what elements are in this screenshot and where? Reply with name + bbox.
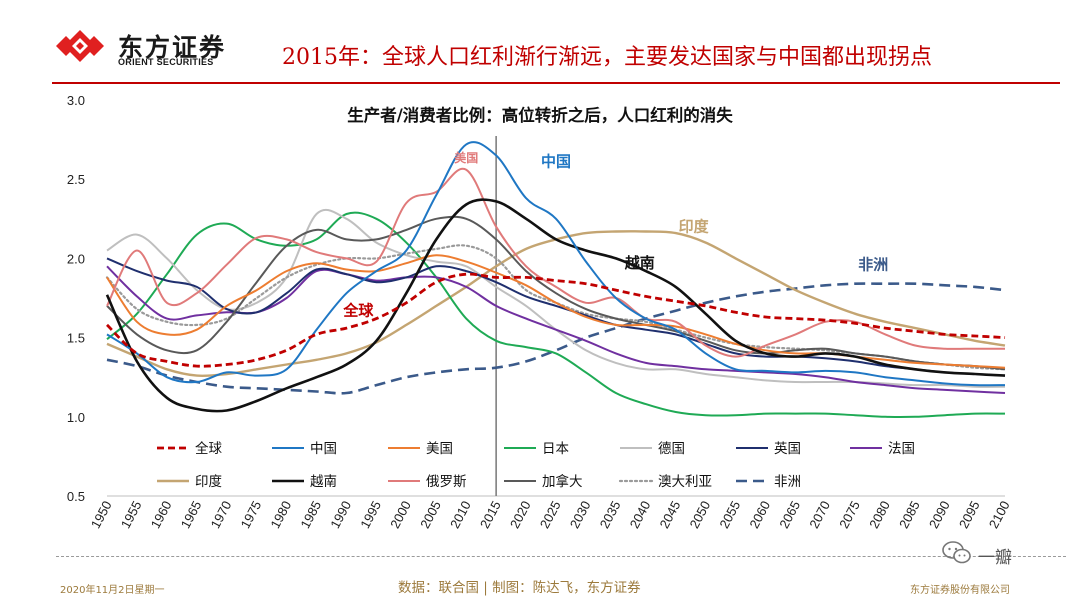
x-tick-label: 2010 <box>447 498 474 531</box>
y-tick-label: 2.5 <box>67 172 85 187</box>
series-line-加拿大 <box>106 215 1006 371</box>
legend-label-全球: 全球 <box>195 440 222 457</box>
x-tick-label: 2075 <box>836 498 863 531</box>
x-tick-label: 1990 <box>327 498 354 531</box>
footer-date: 2020年11月2日星期一 <box>60 585 165 596</box>
y-tick-label: 3.0 <box>67 93 85 108</box>
y-tick-label: 1.0 <box>67 410 85 425</box>
annotation-label: 美国 <box>454 150 478 165</box>
legend-label-加拿大: 加拿大 <box>542 473 583 490</box>
series-line-中国 <box>106 141 1006 387</box>
series-lines <box>105 141 1007 419</box>
series-line-全球 <box>106 272 1006 368</box>
annotation-label: 非洲 <box>858 255 888 273</box>
legend-label-美国: 美国 <box>426 441 453 457</box>
x-tick-label: 2005 <box>417 498 444 531</box>
watermark-text: 一瓣 <box>978 548 1012 568</box>
legend-label-法国: 法国 <box>888 441 915 457</box>
series-line-俄罗斯 <box>106 167 1005 358</box>
legend-label-俄罗斯: 俄罗斯 <box>426 474 467 490</box>
x-tick-label: 1965 <box>178 498 205 531</box>
legend-label-英国: 英国 <box>774 440 801 457</box>
orient-logo-icon <box>56 30 104 62</box>
x-tick-label: 2000 <box>387 498 414 531</box>
y-tick-label: 1.5 <box>67 331 85 346</box>
annotation-label: 越南 <box>624 254 655 272</box>
series-line-非洲 <box>106 282 1006 395</box>
x-tick-label: 2035 <box>597 498 624 531</box>
footer-company: 东方证券股份有限公司 <box>910 585 1010 596</box>
header: 东方证券 ORIENT SECURITIES 2015年：全球人口红利渐行渐远，… <box>0 0 1080 86</box>
series-line-越南 <box>105 198 1006 413</box>
legend-label-印度: 印度 <box>195 474 222 490</box>
legend-label-德国: 德国 <box>658 441 685 457</box>
x-tick-label: 2080 <box>866 498 893 531</box>
x-tick-label: 1970 <box>208 498 235 531</box>
x-tick-label: 2100 <box>986 498 1013 531</box>
x-tick-label: 2025 <box>537 498 564 531</box>
x-tick-label: 2020 <box>507 498 534 531</box>
x-tick-label: 1985 <box>297 498 324 531</box>
x-tick-label: 2030 <box>567 498 594 531</box>
legend-label-非洲: 非洲 <box>774 474 801 490</box>
wechat-icon <box>942 541 971 564</box>
series-line-日本 <box>106 211 1006 419</box>
x-tick-label: 2095 <box>956 498 983 531</box>
x-tick-label: 2060 <box>746 498 773 531</box>
annotation-label: 全球 <box>342 301 374 319</box>
x-tick-label: 2055 <box>716 498 743 531</box>
x-tick-label: 2090 <box>926 498 953 531</box>
x-tick-label: 2065 <box>776 498 803 531</box>
x-tick-label: 2050 <box>686 498 713 531</box>
chart-container: 0.5 1.0 1.5 2.0 2.5 3.0 1950 1955 1960 1965 1970 19… <box>0 86 1080 560</box>
x-tick-label: 1975 <box>237 498 264 531</box>
annotation-label: 印度 <box>679 217 710 235</box>
footer-divider <box>56 556 1066 557</box>
logo-en-text: ORIENT SECURITIES <box>118 57 214 67</box>
x-tick-label: 2040 <box>627 498 654 531</box>
y-tick-label: 2.0 <box>67 251 85 266</box>
chart-title: 生产者/消费者比例：高位转折之后，人口红利的消失 <box>347 105 733 125</box>
x-tick-label: 2045 <box>657 498 684 531</box>
legend-label-越南: 越南 <box>310 474 337 490</box>
x-tick-label: 2085 <box>896 498 923 531</box>
x-tick-label: 1955 <box>118 498 145 531</box>
x-tick-label: 1950 <box>88 498 115 531</box>
x-tick-label: 2070 <box>806 498 833 531</box>
legend-label-澳大利亚: 澳大利亚 <box>658 474 712 490</box>
x-tick-label: 1980 <box>267 498 294 531</box>
annotation-label: 中国 <box>541 153 571 171</box>
legend-label-中国: 中国 <box>310 441 337 457</box>
series-line-英国 <box>106 257 1006 377</box>
footer-source: 数据：联合国 | 制图：陈达飞，东方证券 <box>398 580 641 596</box>
x-tick-label: 1995 <box>357 498 384 531</box>
header-divider <box>52 82 1060 84</box>
x-tick-label: 2015 <box>477 498 504 531</box>
legend-label-日本: 日本 <box>542 441 570 457</box>
x-tick-label: 1960 <box>148 498 175 531</box>
y-tick-label: 0.5 <box>67 489 85 504</box>
slide-title: 2015年：全球人口红利渐行渐远，主要发达国家与中国都出现拐点 <box>282 45 932 70</box>
logo-cn-text: 东方证券 <box>118 33 227 62</box>
